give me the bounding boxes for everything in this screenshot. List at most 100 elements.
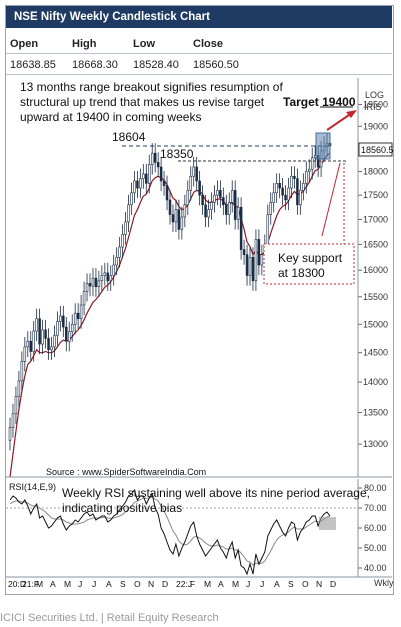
candle-body [245,254,249,276]
x-tick-label: J [78,579,82,589]
candle-body [290,175,293,189]
x-tick-label: F [190,579,195,589]
candle-body [266,214,270,245]
rsi-tick-label: 60.00 [364,523,387,533]
x-tick-label: S [120,579,126,589]
x-tick-label: A [218,579,224,589]
rsi-tick-label: 80.00 [364,483,387,493]
candle-body [305,171,308,184]
candle-body [171,214,175,223]
candle-body [201,194,204,206]
candle-body [165,185,169,201]
candle-body [180,216,184,230]
candle-body [53,335,56,348]
candle-body [222,197,225,206]
level-18604-label: 18604 [112,130,146,144]
candle-body [115,256,118,266]
price-tick-label: 14500 [363,348,388,358]
candle-body [174,209,178,223]
candle-body [103,272,107,276]
candle-body [106,272,110,282]
rsi-tick-label: 50.00 [364,543,387,553]
candle-body [248,256,252,276]
rsi-line [9,488,331,576]
x-tick-label: A [274,579,280,589]
candle-body [260,254,264,266]
candle-body [150,152,154,165]
candle-body [284,194,287,201]
candle-body [287,187,290,201]
ohlc-header-low: Low [133,38,155,50]
candle-body [230,190,234,203]
x-tick-label: 22:J [176,579,192,589]
candle-body [14,396,18,415]
x-tick-label: J [92,579,96,589]
candle-body [118,246,121,258]
rsi-text-line-1: Weekly RSI sustaining well above its nin… [62,486,370,500]
support-trend-line [321,162,341,237]
source-label: Source : www.SpiderSoftwareIndia.Com [46,467,206,477]
candle-body [302,183,305,191]
iris-label: IRIS [364,102,382,112]
candle-body [97,280,101,287]
chart-title: NSE Nifty Weekly Candlestick Chart [6,6,392,28]
x-tick-label: J [260,579,264,589]
candle-body [156,162,160,168]
candle-body [281,187,284,196]
candle-body [50,346,53,351]
candle-body [159,166,163,182]
weekly-label: Wkly [374,578,394,588]
breakout-text-line-1: 13 months range breakout signifies resum… [20,80,283,94]
candle-body [236,206,240,220]
candle-body [100,275,104,282]
candle-body [233,190,237,220]
x-tick-label: O [134,579,141,589]
candle-body [145,173,148,184]
candle-body [29,340,32,352]
candle-body [168,199,172,215]
price-tick-label: 16000 [363,265,388,275]
page-footer: ICICI Securities Ltd. | Retail Equity Re… [0,612,219,624]
rsi-tick-label: 40.00 [364,563,387,573]
candle-body [68,331,71,342]
ohlc-divider [6,53,392,54]
ohlc-value-open: 18638.85 [10,59,56,71]
candle-body [41,329,44,345]
ohlc-value-low: 18528.40 [133,59,179,71]
candle-body [109,275,112,282]
candle-body [133,180,136,194]
candle-body [88,283,92,287]
candle-body [8,427,12,441]
candle-body [204,204,207,218]
candle-body [35,318,38,332]
candle-body [228,202,231,215]
x-tick-label: S [288,579,294,589]
price-tick-label: 19000 [363,121,388,131]
candle-body [207,209,210,218]
x-tick-label: O [302,579,309,589]
ohlc-value-high: 18668.30 [72,59,118,71]
candle-body [121,234,124,248]
candle-body [94,277,98,287]
candle-body [148,164,151,184]
price-tick-label: 17000 [363,214,388,224]
candle-body [216,190,219,196]
candle-body [23,346,27,362]
candle-body [62,315,65,328]
ohlc-header-open: Open [10,38,39,50]
price-tick-label: 16500 [363,239,388,249]
candle-body [59,315,62,322]
x-tick-label: M [64,579,71,589]
candle-body [142,173,145,179]
ohlc-value-close: 18560.50 [193,59,239,71]
candle-body [195,166,198,182]
candle-body [293,175,296,179]
candle-body [257,239,261,266]
price-tick-label: 15000 [363,319,388,329]
candle-body [210,202,213,210]
key-support-line-1: Key support [278,251,343,265]
x-tick-label: M [36,579,43,589]
candle-body [177,209,181,230]
last-price-label: 18560.5 [361,145,394,155]
candle-body [124,221,127,235]
